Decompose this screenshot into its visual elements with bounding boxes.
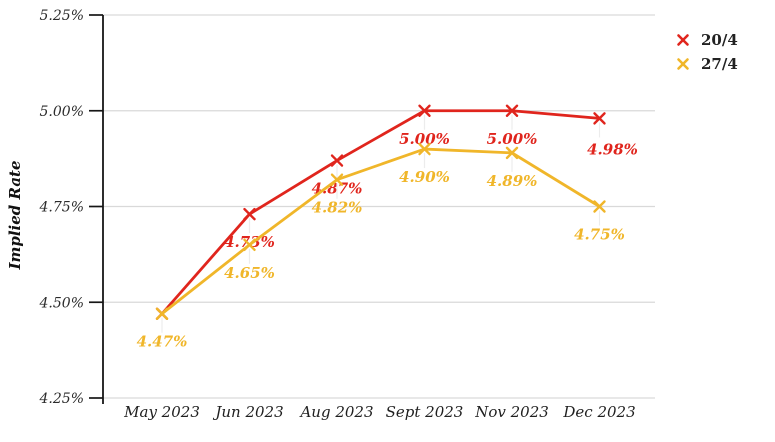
x-marker-icon (243, 238, 256, 252)
data-label: 4.65% (224, 264, 275, 282)
x-tick-label: Sept 2023 (386, 403, 464, 421)
x-marker-icon (593, 200, 606, 213)
x-marker-icon (505, 146, 519, 160)
data-label: 5.00% (487, 130, 538, 148)
data-label: 4.73% (224, 233, 275, 251)
y-tick-label: 4.25% (39, 391, 84, 407)
x-marker-icon (677, 57, 689, 70)
x-marker-icon (418, 104, 431, 117)
x-tick-label: Nov 2023 (474, 403, 549, 421)
y-tick-label: 4.50% (39, 295, 84, 311)
x-marker-icon (677, 33, 689, 46)
legend-item: 27/4 (676, 54, 738, 73)
x-marker-icon (330, 173, 344, 186)
data-label: 4.90% (399, 168, 450, 186)
data-label: 4.82% (312, 199, 363, 217)
x-marker-icon (243, 207, 256, 221)
series-line (160, 147, 601, 316)
data-label: 4.47% (137, 333, 188, 351)
y-tick-label: 5.00% (40, 104, 84, 120)
x-tick-label: Jun 2023 (212, 403, 283, 421)
data-label: 4.75% (574, 226, 625, 244)
data-label: 4.89% (487, 172, 538, 190)
data-label: 4.98% (587, 140, 638, 158)
x-tick-label: May 2023 (123, 403, 200, 421)
y-axis-title: Implied Rate (6, 160, 24, 270)
data-label: 5.00% (399, 130, 450, 148)
x-marker-icon (418, 142, 431, 156)
legend-label: 27/4 (701, 54, 738, 73)
legend-label: 20/4 (701, 30, 738, 49)
x-tick-label: Dec 2023 (562, 403, 635, 421)
x-marker-icon (330, 154, 344, 167)
y-tick-label: 5.25% (40, 8, 84, 24)
x-marker-icon (155, 307, 169, 320)
y-tick-label: 4.75% (39, 200, 84, 216)
x-marker-icon (593, 112, 606, 125)
x-tick-label: Aug 2023 (298, 403, 373, 421)
x-marker-icon (505, 104, 519, 117)
legend-item: 20/4 (676, 30, 738, 49)
legend: 20/4 27/4 (676, 30, 738, 73)
series-line (160, 109, 601, 316)
